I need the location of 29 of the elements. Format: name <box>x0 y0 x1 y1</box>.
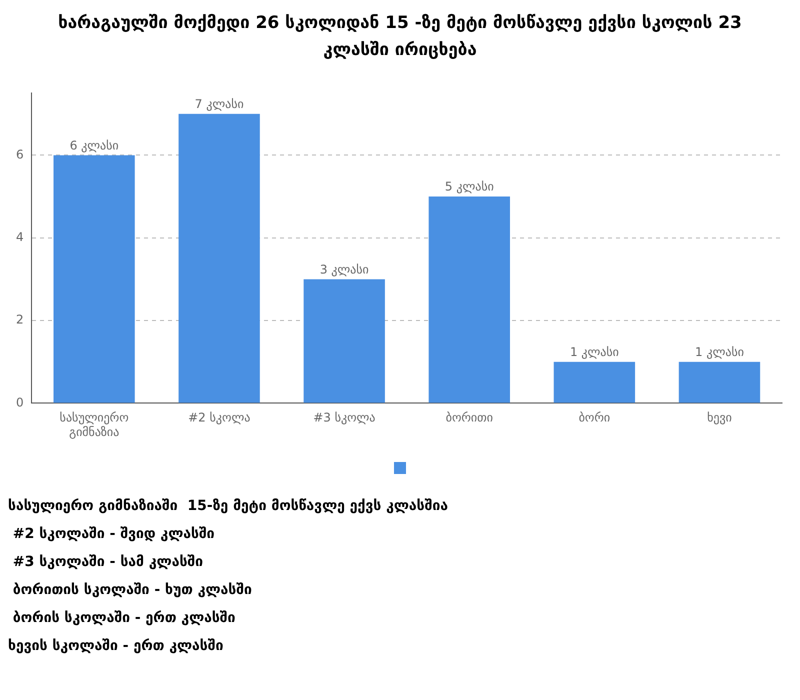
y-tick-label: 0 <box>16 396 24 410</box>
y-tick-label: 4 <box>16 230 24 244</box>
bar <box>428 196 510 404</box>
x-tick-label: ბორი <box>578 410 610 425</box>
x-tick-label: #3 სკოლა <box>313 410 376 425</box>
data-label: 3 კლასი <box>320 262 369 277</box>
data-label: 6 კლასი <box>70 138 119 153</box>
y-tick-label: 2 <box>16 313 24 328</box>
x-tick-label: #2 სკოლა <box>188 410 250 425</box>
text: სასულიერო გიმნაზიაში 15-ზე მეტი მოსწავლე ექვს კლასშია <box>8 497 449 516</box>
bar <box>554 362 636 404</box>
text: ხევის სკოლაში - ერთ კლასში <box>8 637 224 656</box>
x-tick-label: სასულიერო გიმნაზია <box>60 410 129 440</box>
bar <box>678 362 760 404</box>
text: #2 სკოლაში - შვიდ კლასში <box>12 525 216 544</box>
chart-title: ხარაგაულში მოქმედი 26 სკოლიდან 15 -ზე მეტი მოსწავლე ექვსი სკოლის 23 კლასში ირიცხება <box>57 12 743 62</box>
bar <box>304 280 385 404</box>
x-tick-label: ხევი <box>707 410 732 425</box>
data-label: 1 კლასი <box>695 345 744 360</box>
bar <box>54 156 135 404</box>
data-label: 5 კლასი <box>444 180 494 194</box>
bar <box>178 114 260 404</box>
data-label: 7 კლასი <box>194 97 244 112</box>
data-label: 1 კლასი <box>570 345 619 360</box>
y-tick-label: 6 <box>16 148 24 162</box>
x-tick-label: ბორითი <box>446 410 493 425</box>
text: #3 სკოლაში - სამ კლასში <box>12 553 204 572</box>
text: ბორითის სკოლაში - ხუთ კლასში <box>12 581 253 600</box>
text: ბორის სკოლაში - ერთ კლასში <box>12 609 236 628</box>
